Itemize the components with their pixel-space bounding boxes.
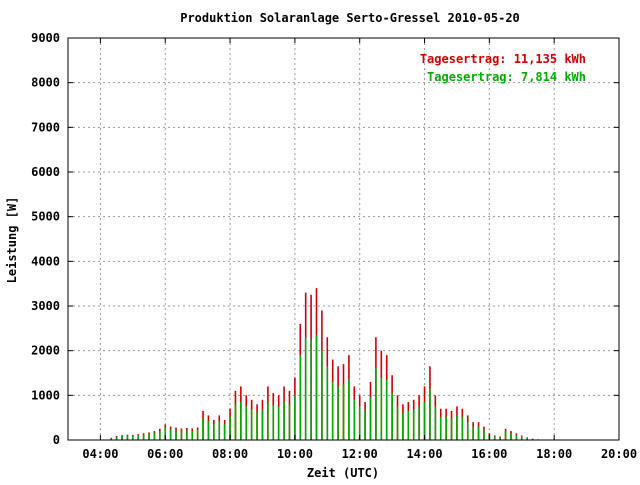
- bar-series-1: [283, 402, 285, 440]
- bar-series-1: [321, 351, 323, 440]
- bar-series-1: [316, 335, 318, 440]
- bar-series-1: [467, 422, 469, 440]
- bar-series-1: [240, 402, 242, 440]
- bar-series-1: [326, 366, 328, 440]
- y-tick-label: 3000: [31, 299, 60, 313]
- bar-series-1: [262, 410, 264, 440]
- bar-series-1: [213, 424, 215, 440]
- chart-title: Produktion Solaranlage Serto-Gressel 201…: [180, 11, 520, 25]
- bar-series-1: [143, 435, 145, 440]
- annotation-total-green: Tagesertrag: 7,814 kWh: [427, 70, 586, 84]
- bar-series-1: [397, 407, 399, 441]
- bar-series-1: [175, 430, 177, 440]
- y-tick-label: 6000: [31, 165, 60, 179]
- bar-series-1: [197, 430, 199, 440]
- bar-series-1: [310, 340, 312, 441]
- x-tick-label: 04:00: [82, 447, 118, 461]
- y-tick-label: 2000: [31, 344, 60, 358]
- bar-series-1: [510, 433, 512, 440]
- bar-series-1: [170, 429, 172, 440]
- y-tick-label: 0: [53, 433, 60, 447]
- bar-series-1: [462, 417, 464, 440]
- bar-series-1: [521, 437, 523, 440]
- bar-series-1: [294, 395, 296, 440]
- bar-series-1: [224, 424, 226, 440]
- x-tick-label: 10:00: [277, 447, 313, 461]
- bar-series-1: [267, 402, 269, 440]
- bar-series-1: [478, 427, 480, 440]
- bar-series-1: [332, 382, 334, 440]
- bar-series-1: [208, 421, 210, 440]
- bar-series-1: [386, 380, 388, 440]
- bar-series-1: [299, 355, 301, 440]
- x-tick-label: 16:00: [471, 447, 507, 461]
- bar-series-1: [121, 436, 123, 440]
- bar-series-1: [154, 433, 156, 440]
- y-tick-label: 8000: [31, 76, 60, 90]
- bar-series-1: [381, 377, 383, 440]
- y-tick-label: 7000: [31, 120, 60, 134]
- bar-series-1: [256, 412, 258, 440]
- bar-series-1: [159, 431, 161, 440]
- bar-series-1: [354, 400, 356, 440]
- bar-series-1: [391, 393, 393, 440]
- bar-series-1: [191, 431, 193, 440]
- y-axis-label: Leistung [W]: [5, 197, 19, 284]
- bar-series-1: [413, 410, 415, 440]
- bar-series-1: [148, 434, 150, 440]
- x-tick-label: 06:00: [147, 447, 183, 461]
- bar-series-1: [278, 407, 280, 441]
- bar-series-1: [516, 435, 518, 440]
- bar-series-1: [402, 413, 404, 440]
- annotation-total-red: Tagesertrag: 11,135 kWh: [420, 52, 586, 66]
- bar-series-1: [472, 427, 474, 440]
- y-tick-label: 1000: [31, 388, 60, 402]
- bar-series-1: [505, 432, 507, 440]
- bar-series-1: [235, 404, 237, 440]
- bar-series-1: [418, 407, 420, 441]
- bar-series-1: [370, 398, 372, 440]
- x-tick-label: 14:00: [406, 447, 442, 461]
- bar-series-1: [245, 407, 247, 441]
- bar-series-1: [186, 431, 188, 440]
- bar-series-1: [451, 419, 453, 440]
- bar-series-1: [456, 415, 458, 440]
- y-tick-label: 9000: [31, 31, 60, 45]
- bar-series-1: [343, 384, 345, 440]
- x-tick-label: 18:00: [536, 447, 572, 461]
- x-tick-label: 08:00: [212, 447, 248, 461]
- y-tick-label: 5000: [31, 210, 60, 224]
- x-axis-label: Zeit (UTC): [307, 466, 379, 480]
- bar-series-1: [202, 419, 204, 440]
- bar-series-1: [181, 431, 183, 440]
- bar-series-1: [127, 436, 129, 440]
- bar-series-1: [483, 430, 485, 440]
- bar-series-1: [429, 389, 431, 440]
- y-tick-label: 4000: [31, 254, 60, 268]
- bar-series-1: [424, 402, 426, 440]
- bar-series-1: [364, 411, 366, 440]
- bar-series-1: [289, 404, 291, 440]
- bar-series-1: [435, 407, 437, 441]
- bar-series-1: [218, 421, 220, 440]
- bar-series-1: [494, 437, 496, 440]
- bar-series-1: [337, 386, 339, 440]
- x-tick-label: 20:00: [601, 447, 637, 461]
- bar-series-1: [408, 411, 410, 440]
- x-tick-label: 12:00: [342, 447, 378, 461]
- bar-series-1: [348, 380, 350, 440]
- bar-series-1: [440, 417, 442, 440]
- bar-series-1: [272, 405, 274, 440]
- bar-series-1: [137, 436, 139, 440]
- bar-series-1: [359, 407, 361, 441]
- bar-series-1: [445, 417, 447, 440]
- bar-series-1: [251, 410, 253, 440]
- bar-series-1: [375, 369, 377, 440]
- bar-series-1: [132, 436, 134, 440]
- bar-series-1: [305, 337, 307, 440]
